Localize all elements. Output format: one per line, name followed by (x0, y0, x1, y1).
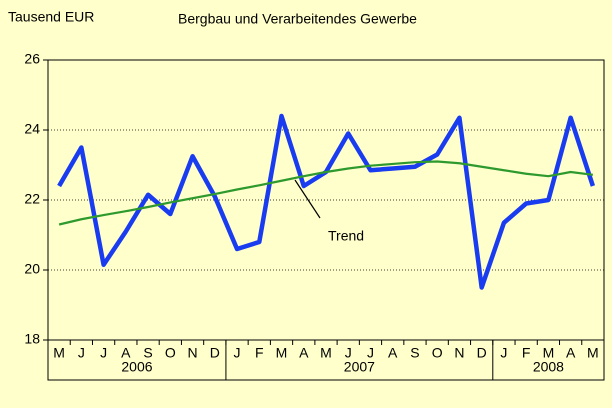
annotation-pointer (294, 179, 321, 219)
year-label: 2008 (533, 359, 564, 375)
x-tick-label: D (477, 345, 487, 361)
y-tick-label: 22 (24, 191, 40, 207)
x-tick-label: F (522, 345, 531, 361)
chart-title: Bergbau und Verarbeitendes Gewerbe (178, 11, 417, 27)
x-tick-label: F (255, 345, 264, 361)
x-tick-label: A (299, 345, 309, 361)
x-tick-label: M (53, 345, 65, 361)
y-tick-label: 18 (24, 331, 40, 347)
y-axis-label: Tausend EUR (8, 9, 94, 25)
x-tick-label: M (587, 345, 599, 361)
annotation: Trend (328, 228, 364, 244)
x-tick-label: A (121, 345, 131, 361)
year-label: 2006 (121, 359, 152, 375)
x-tick-label: N (187, 345, 197, 361)
y-tick-label: 24 (24, 121, 40, 137)
x-tick-label: J (500, 345, 507, 361)
x-tick-label: J (345, 345, 352, 361)
x-tick-label: O (432, 345, 443, 361)
plot-border (47, 59, 605, 381)
x-tick-label: J (100, 345, 107, 361)
series-line (58, 160, 594, 226)
x-tick-label: M (276, 345, 288, 361)
x-tick-label: N (454, 345, 464, 361)
x-tick-label: D (210, 345, 220, 361)
y-tick-label: 20 (24, 261, 40, 277)
x-tick-label: A (566, 345, 576, 361)
x-tick-label: J (367, 345, 374, 361)
x-tick-label: A (388, 345, 398, 361)
year-label: 2007 (344, 359, 375, 375)
x-tick-label: S (410, 345, 419, 361)
y-tick-label: 26 (24, 51, 40, 67)
x-tick-label: O (165, 345, 176, 361)
x-tick-label: J (234, 345, 241, 361)
x-tick-label: J (78, 345, 85, 361)
x-tick-label: S (143, 345, 152, 361)
x-tick-label: M (320, 345, 332, 361)
x-tick-label: M (543, 345, 555, 361)
